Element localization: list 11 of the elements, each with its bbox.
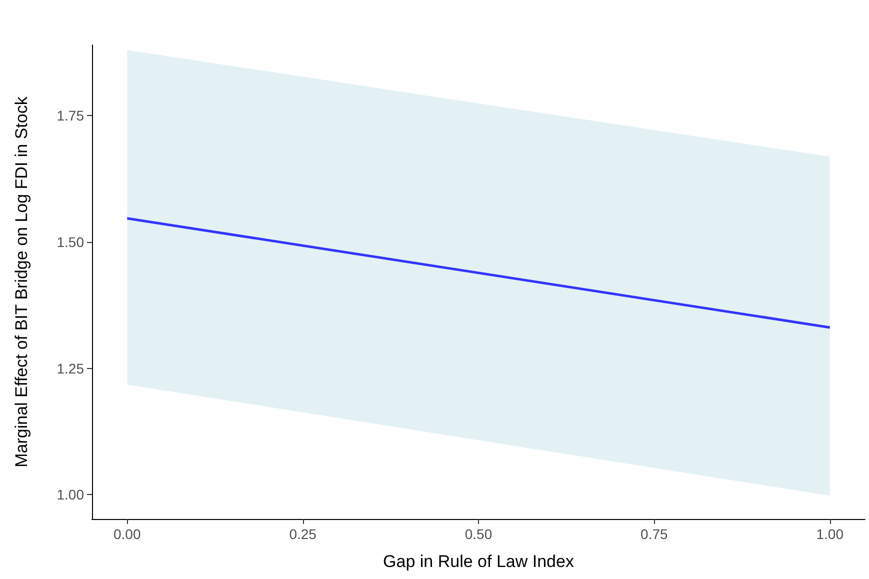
- x-tick-label: 0.75: [640, 526, 668, 542]
- x-tick-label: 0.25: [289, 526, 317, 542]
- x-tick-label: 0.00: [114, 526, 141, 542]
- y-tick-label: 1.25: [56, 360, 84, 376]
- y-tick-label: 1.00: [56, 486, 84, 503]
- y-axis-title: Marginal Effect of BIT Bridge on Log FDI in Stock: [12, 96, 31, 468]
- x-tick-label: 0.50: [464, 526, 492, 542]
- y-tick-label: 1.50: [56, 234, 84, 250]
- y-tick-label: 1.75: [56, 108, 84, 124]
- x-tick-label: 1.00: [816, 526, 844, 542]
- x-axis-title: Gap in Rule of Law Index: [383, 552, 574, 571]
